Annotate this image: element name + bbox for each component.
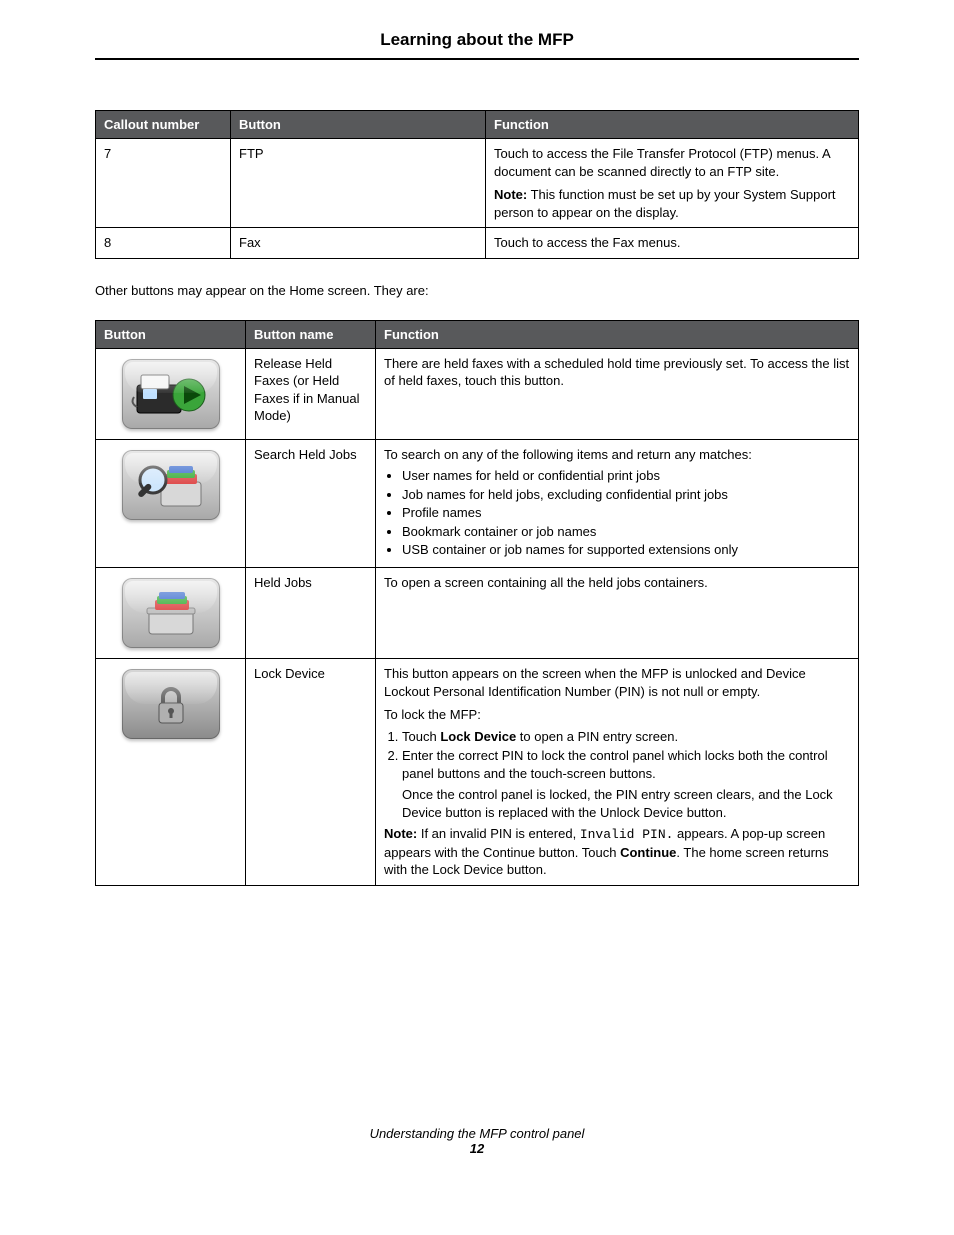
page-footer: Understanding the MFP control panel 12 bbox=[95, 1126, 859, 1156]
cell-callout-num: 7 bbox=[96, 139, 231, 228]
steps-list: Touch Lock Device to open a PIN entry sc… bbox=[384, 728, 850, 822]
step-item: Enter the correct PIN to lock the contro… bbox=[402, 747, 850, 821]
icon-cell bbox=[96, 439, 246, 567]
list-item: Profile names bbox=[402, 504, 850, 522]
footer-page-number: 12 bbox=[95, 1141, 859, 1156]
note-mono: Invalid PIN. bbox=[580, 827, 674, 842]
table-header-row: Button Button name Function bbox=[96, 320, 859, 348]
lock-device-icon bbox=[122, 669, 220, 739]
col-header: Function bbox=[486, 111, 859, 139]
step-text: Enter the correct PIN to lock the contro… bbox=[402, 748, 828, 781]
table-row: Held Jobs To open a screen containing al… bbox=[96, 568, 859, 659]
step-text: Touch bbox=[402, 729, 440, 744]
note-text: This function must be set up by your Sys… bbox=[494, 187, 836, 220]
search-held-jobs-icon bbox=[122, 450, 220, 520]
col-header: Button bbox=[231, 111, 486, 139]
box-magnifier-icon-svg bbox=[131, 458, 211, 512]
table-row: 8 Fax Touch to access the Fax menus. bbox=[96, 228, 859, 259]
function-text: To search on any of the following items … bbox=[384, 446, 850, 464]
icon-cell bbox=[96, 348, 246, 439]
step-item: Touch Lock Device to open a PIN entry sc… bbox=[402, 728, 850, 746]
list-item: USB container or job names for supported… bbox=[402, 541, 850, 559]
cell-callout-num: 8 bbox=[96, 228, 231, 259]
lock-icon-svg bbox=[131, 677, 211, 731]
cell-function: Touch to access the Fax menus. bbox=[486, 228, 859, 259]
function-text: Touch to access the File Transfer Protoc… bbox=[494, 145, 850, 180]
note-label: Note: bbox=[494, 187, 527, 202]
table-row: Search Held Jobs To search on any of the… bbox=[96, 439, 859, 567]
step-text: Once the control panel is locked, the PI… bbox=[402, 786, 850, 821]
cell-button-name: Search Held Jobs bbox=[246, 439, 376, 567]
release-held-faxes-icon bbox=[122, 359, 220, 429]
button-table: Button Button name Function bbox=[95, 320, 859, 886]
page-title: Learning about the MFP bbox=[95, 30, 859, 60]
cell-function: There are held faxes with a scheduled ho… bbox=[376, 348, 859, 439]
note-text: If an invalid PIN is entered, bbox=[417, 826, 580, 841]
footer-subtitle: Understanding the MFP control panel bbox=[95, 1126, 859, 1141]
cell-button-name: Release Held Faxes (or Held Faxes if in … bbox=[246, 348, 376, 439]
document-page: Learning about the MFP Callout number Bu… bbox=[0, 0, 954, 1196]
cell-button-name: Held Jobs bbox=[246, 568, 376, 659]
table-header-row: Callout number Button Function bbox=[96, 111, 859, 139]
cell-function: To search on any of the following items … bbox=[376, 439, 859, 567]
function-list: User names for held or confidential prin… bbox=[384, 467, 850, 559]
col-header: Callout number bbox=[96, 111, 231, 139]
icon-cell bbox=[96, 659, 246, 886]
cell-button-name: Lock Device bbox=[246, 659, 376, 886]
cell-button: FTP bbox=[231, 139, 486, 228]
cell-function: To open a screen containing all the held… bbox=[376, 568, 859, 659]
table-row: Release Held Faxes (or Held Faxes if in … bbox=[96, 348, 859, 439]
step-bold: Lock Device bbox=[440, 729, 516, 744]
box-folders-icon-svg bbox=[131, 586, 211, 640]
cell-function: Touch to access the File Transfer Protoc… bbox=[486, 139, 859, 228]
cell-function: This button appears on the screen when t… bbox=[376, 659, 859, 886]
col-header: Button name bbox=[246, 320, 376, 348]
cell-button: Fax bbox=[231, 228, 486, 259]
step-text: to open a PIN entry screen. bbox=[516, 729, 678, 744]
fax-play-icon-svg bbox=[131, 367, 211, 421]
intro-text: Other buttons may appear on the Home scr… bbox=[95, 283, 859, 298]
function-note: Note: If an invalid PIN is entered, Inva… bbox=[384, 825, 850, 879]
col-header: Button bbox=[96, 320, 246, 348]
table-row: 7 FTP Touch to access the File Transfer … bbox=[96, 139, 859, 228]
callout-table: Callout number Button Function 7 FTP Tou… bbox=[95, 110, 859, 259]
note-label: Note: bbox=[384, 826, 417, 841]
list-item: User names for held or confidential prin… bbox=[402, 467, 850, 485]
list-item: Job names for held jobs, excluding confi… bbox=[402, 486, 850, 504]
note-bold: Continue bbox=[620, 845, 676, 860]
table-row: Lock Device This button appears on the s… bbox=[96, 659, 859, 886]
col-header: Function bbox=[376, 320, 859, 348]
function-note: Note: This function must be set up by yo… bbox=[494, 186, 850, 221]
function-text: To lock the MFP: bbox=[384, 706, 850, 724]
function-text: This button appears on the screen when t… bbox=[384, 665, 850, 700]
icon-cell bbox=[96, 568, 246, 659]
list-item: Bookmark container or job names bbox=[402, 523, 850, 541]
held-jobs-icon bbox=[122, 578, 220, 648]
